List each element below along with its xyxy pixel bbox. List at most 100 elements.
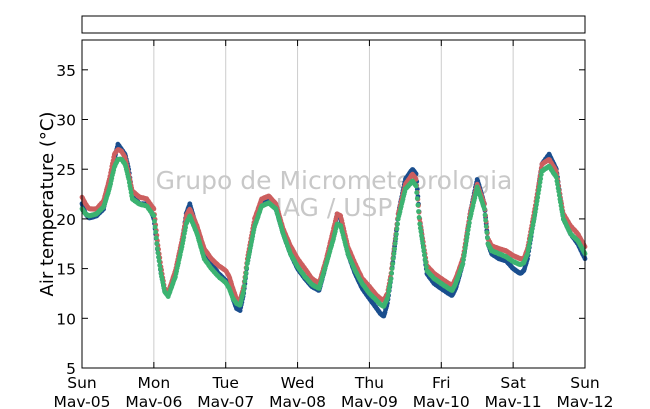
- data-point: [420, 240, 426, 246]
- x-tick-label-day: Thu: [354, 374, 384, 392]
- x-tick-label-date: Mav-11: [485, 393, 542, 409]
- data-point: [413, 183, 419, 189]
- y-tick-label: 15: [56, 261, 76, 279]
- data-point: [414, 190, 420, 196]
- data-point: [483, 224, 489, 229]
- data-point: [463, 242, 469, 248]
- data-point: [126, 176, 132, 182]
- data-point: [556, 192, 562, 198]
- data-point: [465, 231, 470, 237]
- data-point: [529, 226, 535, 232]
- x-tick-label-date: Mav-10: [413, 393, 470, 409]
- data-point: [242, 278, 248, 284]
- data-point: [181, 235, 187, 240]
- y-tick-label: 20: [56, 211, 76, 229]
- data-point: [152, 224, 158, 230]
- data-point: [417, 221, 423, 227]
- data-point: [531, 216, 537, 222]
- data-point: [462, 250, 467, 256]
- data-point: [241, 288, 247, 293]
- data-point: [416, 209, 421, 214]
- data-point: [538, 172, 544, 178]
- x-tick-label-date: Mav-08: [269, 393, 326, 409]
- x-tick-label-day: Sun: [67, 374, 97, 392]
- data-point: [528, 235, 533, 241]
- data-point: [556, 189, 562, 194]
- data-point: [152, 218, 157, 224]
- x-tick-label-day: Fri: [432, 374, 450, 392]
- x-tick-label-day: Sun: [570, 374, 600, 392]
- data-point: [156, 254, 162, 260]
- watermark-line-2: IAG / USP: [276, 193, 393, 222]
- watermark: Grupo de Micrometeorologia IAG / USP: [156, 166, 513, 222]
- data-point: [394, 226, 400, 232]
- data-point: [414, 196, 420, 201]
- data-point: [392, 241, 398, 247]
- data-points: [79, 141, 588, 319]
- data-point: [485, 235, 490, 241]
- legend-box: [81, 15, 586, 34]
- x-tick-label-day: Wed: [281, 374, 315, 392]
- data-point: [391, 251, 397, 257]
- data-point: [394, 231, 399, 237]
- x-tick-label-date: Mav-05: [54, 393, 111, 409]
- data-point: [484, 230, 490, 235]
- x-axis: SunMav-05MonMav-06TueMav-07WedMav-08ThuM…: [54, 40, 614, 409]
- y-axis: 5 10 15 20 25 30 35: [56, 62, 585, 378]
- watermark-line-1: Grupo de Micrometeorologia: [156, 166, 513, 195]
- data-point: [156, 258, 162, 264]
- y-axis-label: Air temperature (°C): [37, 112, 58, 297]
- data-point: [155, 250, 161, 256]
- data-point: [533, 206, 539, 212]
- data-point: [244, 265, 250, 271]
- data-point: [415, 202, 421, 208]
- data-point: [553, 174, 559, 180]
- data-point: [243, 270, 249, 276]
- data-point: [423, 264, 429, 270]
- data-point: [389, 266, 395, 271]
- data-point: [559, 209, 565, 215]
- y-tick-label: 5: [66, 360, 76, 378]
- data-point: [423, 260, 429, 265]
- grid-lines: [153, 40, 514, 368]
- data-point: [421, 248, 427, 254]
- data-point: [419, 236, 425, 242]
- data-point: [392, 246, 397, 252]
- y-tick-label: 30: [56, 112, 76, 130]
- x-tick-label-day: Sat: [500, 374, 525, 392]
- y-tick-label: 25: [56, 161, 76, 179]
- data-point: [151, 213, 157, 219]
- data-point: [483, 217, 488, 223]
- data-point: [416, 215, 422, 220]
- data-point: [526, 242, 532, 248]
- data-point: [422, 252, 427, 258]
- data-point: [153, 229, 159, 235]
- data-point: [155, 246, 160, 251]
- y-tick-label: 10: [56, 310, 76, 328]
- data-point: [482, 206, 487, 212]
- data-point: [460, 261, 466, 267]
- x-tick-label-date: Mav-06: [125, 393, 182, 409]
- series-2: [79, 156, 588, 309]
- data-point: [558, 199, 563, 205]
- data-point: [535, 195, 541, 200]
- data-point: [241, 283, 247, 289]
- data-point: [154, 241, 160, 246]
- x-tick-label-date: Mav-09: [341, 393, 398, 409]
- data-point: [555, 181, 560, 187]
- data-point: [388, 276, 394, 282]
- data-point: [385, 293, 391, 298]
- data-point: [243, 274, 248, 280]
- x-tick-label-date: Mav-12: [557, 393, 614, 409]
- data-point: [395, 221, 400, 227]
- data-point: [387, 283, 393, 288]
- data-point: [390, 261, 396, 267]
- data-point: [393, 236, 399, 242]
- x-tick-label-day: Mon: [138, 374, 171, 392]
- x-tick-label-day: Tue: [211, 374, 238, 392]
- x-tick-label-date: Mav-07: [197, 393, 254, 409]
- data-point: [418, 229, 424, 234]
- data-point: [467, 220, 472, 226]
- data-point: [389, 270, 394, 276]
